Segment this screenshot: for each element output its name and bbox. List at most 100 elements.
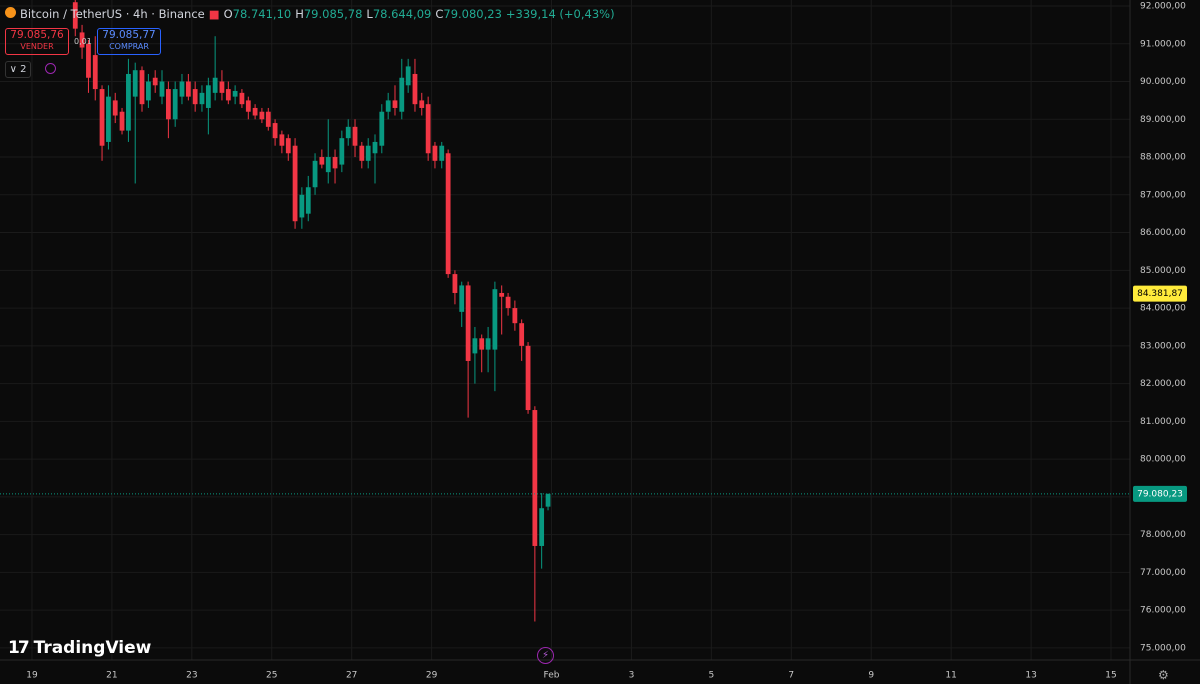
market-status: ■ [208,7,220,21]
buy-button[interactable]: 79.085,77 COMPRAR [97,28,161,55]
candle-body [212,77,218,93]
candle-body [472,338,478,354]
x-tick-label: Feb [544,671,560,681]
x-tick-label: 11 [945,671,956,681]
y-tick-label: 76.000,00 [1140,606,1186,616]
x-tick-label: 15 [1105,671,1116,681]
candle-body [465,285,471,361]
y-tick-label: 91.000,00 [1140,39,1186,49]
candle-body [372,141,378,154]
candle-body [279,134,285,146]
x-tick-label: 9 [868,671,874,681]
candle-body [259,111,265,120]
candle-body [392,100,398,108]
candle-body [272,123,278,139]
candle-body [99,89,105,146]
price-label-box [1133,285,1187,302]
candle-body [172,89,178,120]
y-tick-label: 83.000,00 [1140,341,1186,351]
candle-body [545,493,551,507]
brand: 17 TradingView [8,638,152,658]
sell-button[interactable]: 79.085,76 VENDER [5,28,69,55]
candle-body [479,338,485,350]
candle-body [385,100,391,112]
candle-body [146,81,151,101]
candle-body [412,73,418,105]
candle-body [365,145,371,161]
price-label: 79.080,23 [1137,489,1183,499]
candle-body [505,296,511,309]
candle-body [492,289,498,350]
candle-body [305,187,311,214]
candle-body [439,145,445,161]
candle-body [379,111,385,146]
price-label: 84.381,87 [1137,289,1183,299]
sell-label: VENDER [20,42,54,51]
candle-body [419,100,425,108]
y-tick-label: 77.000,00 [1140,568,1186,578]
candle-body [165,89,171,120]
candle-body [425,104,431,154]
candle-body [339,138,345,165]
ohlc-o: O78.741,10 [223,7,292,21]
candle-body [225,89,231,101]
spread: 0,01 [74,37,92,46]
x-tick-label: 23 [186,671,197,681]
y-tick-label: 80.000,00 [1140,455,1186,465]
candle-body [285,138,291,154]
settings-icon[interactable]: ⚙ [1158,668,1169,682]
candle-body [539,508,545,546]
candle-body [86,43,91,78]
candle-body [205,85,211,108]
x-tick-label: 5 [709,671,715,681]
candle-body [192,89,198,105]
candle-body [512,308,518,324]
x-tick-label: 19 [26,671,38,681]
candle-body [106,96,111,142]
y-tick-label: 86.000,00 [1140,228,1186,238]
candle-body [519,323,525,346]
sell-price: 79.085,76 [10,29,64,41]
y-tick-label: 81.000,00 [1140,417,1186,427]
candle-body [185,81,191,97]
candle-body [325,157,331,173]
price-label-box [1133,485,1187,502]
candle-body [79,32,85,48]
candle-body [119,111,125,131]
candle-body [152,77,158,86]
candle-body [252,107,258,116]
candle-body [532,410,538,546]
y-tick-label: 90.000,00 [1140,77,1186,87]
candle-body [126,73,131,131]
legend-header: Bitcoin / TetherUS · 4h · Binance ■ O78.… [5,7,615,21]
x-tick-label: 7 [788,671,794,681]
indicator-icon[interactable] [45,63,56,74]
indicators-toggle[interactable]: ∨ 2 [5,61,31,78]
x-tick-label: 21 [106,671,117,681]
candle-body [239,92,245,105]
symbol[interactable]: Bitcoin / TetherUS · 4h · Binance [20,7,205,21]
ohlc-h: H79.085,78 [295,7,363,21]
indicator-count: 2 [20,64,27,75]
candle-body [459,285,465,312]
y-tick-label: 89.000,00 [1140,115,1186,125]
x-tick-label: 25 [266,671,277,681]
candle-body [132,70,138,97]
candle-body [445,153,451,275]
candle-body [525,345,531,411]
buy-label: COMPRAR [109,42,149,51]
symbol-icon [5,7,16,18]
y-tick-label: 75.000,00 [1140,643,1186,653]
x-tick-label: 27 [346,671,357,681]
y-tick-label: 85.000,00 [1140,266,1186,276]
candle-body [159,81,165,97]
candle-body [179,81,185,97]
candle-body [405,66,411,86]
events-icon[interactable]: ⚡ [537,647,554,664]
candle-body [432,145,438,161]
candle-body [232,90,238,97]
y-tick-label: 92.000,00 [1140,2,1186,12]
y-tick-label: 88.000,00 [1140,153,1186,163]
y-tick-label: 84.000,00 [1140,304,1186,314]
